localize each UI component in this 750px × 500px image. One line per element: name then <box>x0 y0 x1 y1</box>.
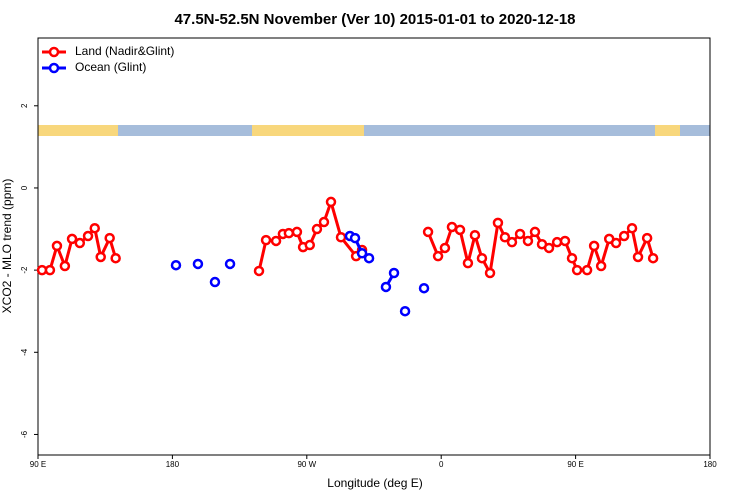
legend: Land (Nadir&Glint) Ocean (Glint) <box>42 44 174 74</box>
data-point <box>476 252 488 264</box>
data-point <box>418 282 430 294</box>
land-sea-strip <box>38 125 710 136</box>
data-point <box>253 265 265 277</box>
x-tick-label: 180 <box>166 460 180 469</box>
data-point <box>363 252 375 264</box>
x-tick-label: 90 W <box>297 460 316 469</box>
x-tick-label: 90 E <box>567 460 583 469</box>
legend-label: Land (Nadir&Glint) <box>75 44 174 58</box>
data-point <box>641 232 653 244</box>
data-point <box>571 264 583 276</box>
data-point <box>335 232 347 243</box>
data-point <box>89 222 100 234</box>
data-point <box>304 239 316 251</box>
y-axis-label: XCO2 - MLO trend (ppm) <box>0 179 14 314</box>
data-point <box>209 276 221 288</box>
data-point <box>399 305 411 317</box>
data-point <box>432 250 444 262</box>
data-point <box>349 232 361 244</box>
data-point <box>446 221 458 233</box>
x-tick-label: 180 <box>703 460 717 469</box>
data-point <box>224 258 236 270</box>
data-point <box>74 237 86 249</box>
legend-marker <box>48 46 60 58</box>
data-point <box>566 252 578 264</box>
data-point <box>522 235 534 247</box>
data-point <box>454 224 466 236</box>
data-point <box>626 222 638 234</box>
data-point <box>283 227 295 239</box>
data-point <box>529 226 541 238</box>
y-tick-label: 0 <box>20 185 29 190</box>
data-point <box>647 252 659 264</box>
data-point <box>551 236 563 248</box>
data-point <box>260 234 272 246</box>
data-point <box>356 248 368 259</box>
data-point <box>291 226 303 238</box>
data-point <box>110 252 121 264</box>
data-point <box>192 258 204 270</box>
data-point <box>170 259 182 271</box>
y-tick-label: 2 <box>20 103 29 108</box>
x-tick-label: 0 <box>439 460 444 469</box>
data-point <box>543 242 555 254</box>
data-point <box>270 235 282 247</box>
plot-frame <box>37 37 711 456</box>
data-point <box>388 267 400 279</box>
data-point <box>492 217 504 229</box>
chart-title: 47.5N-52.5N November (Ver 10) 2015-01-01… <box>174 11 575 28</box>
legend-label: Ocean (Glint) <box>75 60 146 74</box>
x-axis-label: Longitude (deg E) <box>327 476 422 490</box>
legend-marker <box>48 62 60 74</box>
data-point <box>59 260 71 272</box>
data-point <box>595 260 607 272</box>
data-point <box>610 237 622 249</box>
data-point <box>499 232 511 243</box>
data-point <box>514 228 526 240</box>
data-point <box>462 257 474 269</box>
data-point <box>51 240 63 252</box>
data-point <box>318 216 330 228</box>
data-point <box>82 230 94 242</box>
data-point <box>380 281 392 293</box>
data-point <box>506 236 518 248</box>
data-point <box>44 264 56 276</box>
data-point <box>581 264 593 276</box>
data-point <box>588 240 600 252</box>
data-point <box>632 251 644 263</box>
y-tick-label: -2 <box>20 266 29 274</box>
y-tick-label: -6 <box>20 430 29 438</box>
data-point <box>422 226 434 238</box>
data-point <box>484 267 496 279</box>
data-point <box>559 235 571 247</box>
data-point <box>618 230 630 242</box>
data-point <box>469 229 481 241</box>
y-tick-label: -4 <box>20 348 29 356</box>
data-point <box>439 242 451 254</box>
data-point <box>311 223 323 235</box>
data-point <box>325 196 337 208</box>
data-point <box>95 251 106 263</box>
x-tick-label: 90 E <box>30 460 46 469</box>
data-point <box>66 233 78 245</box>
data-point <box>104 232 115 244</box>
